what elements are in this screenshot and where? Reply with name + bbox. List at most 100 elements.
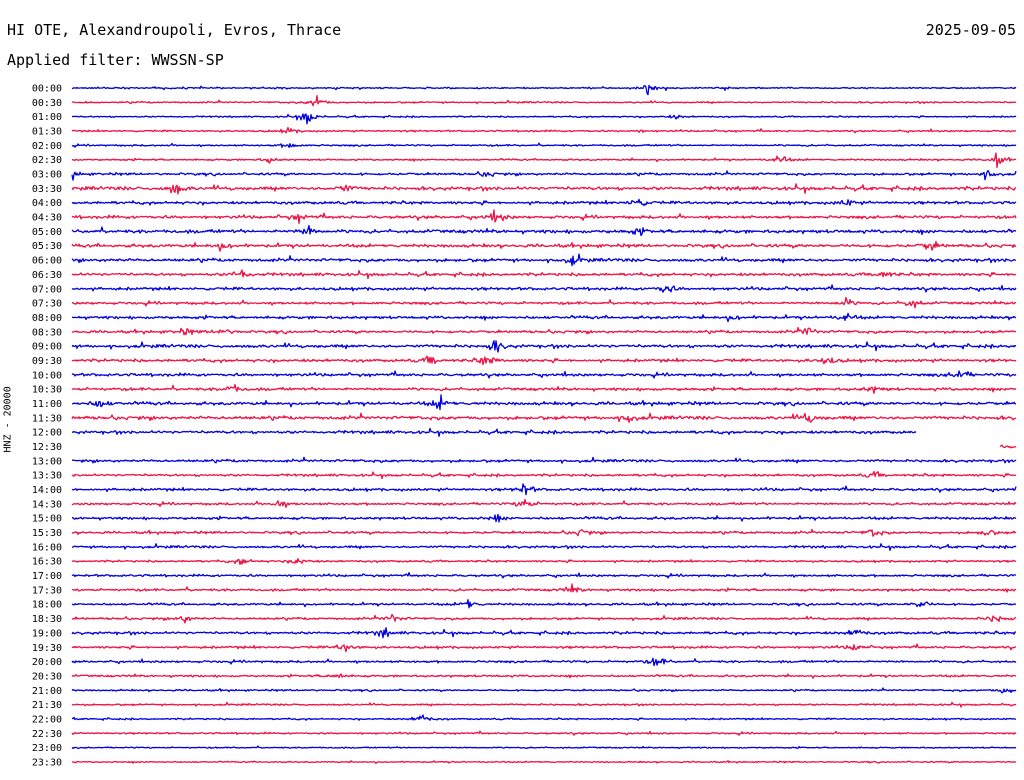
trace-line-1930 — [71, 643, 1017, 653]
time-label: 08:30 — [32, 327, 62, 338]
trace-line-2030 — [71, 673, 1017, 679]
trace-line-2000 — [71, 657, 1017, 667]
trace-line-1730 — [71, 583, 1017, 593]
trace-line-0000 — [71, 84, 1017, 96]
time-label: 04:00 — [32, 198, 62, 209]
time-label: 22:30 — [32, 729, 62, 740]
trace-line-1400 — [71, 483, 1017, 496]
time-label: 00:00 — [32, 84, 62, 95]
trace-line-0100 — [71, 113, 1017, 125]
time-label: 07:30 — [32, 299, 62, 310]
trace-line-0700 — [71, 284, 1017, 293]
seismic-traces — [71, 84, 1017, 765]
trace-line-1130 — [71, 412, 1017, 424]
trace-line-2330 — [71, 760, 1017, 765]
time-label: 05:00 — [32, 227, 62, 238]
time-label: 08:00 — [32, 313, 62, 324]
filter-label: Applied filter: WWSSN-SP — [7, 51, 224, 69]
time-label: 15:00 — [32, 514, 62, 525]
time-label: 16:00 — [32, 542, 62, 553]
time-label: 03:00 — [32, 170, 62, 181]
time-label: 21:30 — [32, 700, 62, 711]
time-label: 21:00 — [32, 686, 62, 697]
trace-line-1700 — [71, 571, 1017, 579]
time-label: 07:00 — [32, 284, 62, 295]
time-label: 11:30 — [32, 413, 62, 424]
trace-line-1900 — [71, 627, 1017, 639]
trace-line-2100 — [71, 687, 1017, 694]
trace-line-0830 — [71, 326, 1016, 336]
trace-line-2130 — [71, 701, 1017, 708]
trace-line-0730 — [71, 296, 1017, 309]
time-tick-labels: 00:00 00:30 01:00 01:30 02:00 02:30 03:00 03:30… — [32, 84, 62, 769]
time-label: 23:00 — [32, 743, 62, 754]
time-label: 14:00 — [32, 485, 62, 496]
trace-line-0630 — [71, 269, 1017, 280]
trace-line-0800 — [72, 312, 1017, 323]
time-label: 19:30 — [32, 643, 62, 654]
time-label: 03:30 — [32, 184, 62, 195]
time-label: 16:30 — [32, 557, 62, 568]
time-label: 14:30 — [32, 499, 62, 510]
time-label: 13:00 — [32, 456, 62, 467]
time-label: 20:30 — [32, 671, 62, 682]
trace-line-1330 — [71, 470, 1017, 480]
time-label: 02:00 — [32, 141, 62, 152]
time-label: 10:00 — [32, 370, 62, 381]
time-label: 11:00 — [32, 399, 62, 410]
trace-line-0300 — [71, 169, 1017, 181]
trace-line-0930 — [71, 355, 1017, 366]
trace-line-1530 — [71, 528, 1017, 537]
date-label: 2025-09-05 — [925, 21, 1016, 39]
trace-line-1300 — [72, 456, 1017, 464]
time-label: 12:00 — [32, 428, 62, 439]
trace-line-0200 — [71, 142, 1017, 149]
time-label: 02:30 — [32, 155, 62, 166]
trace-line-0030 — [71, 94, 1017, 107]
trace-line-1200 — [71, 427, 917, 437]
time-label: 12:30 — [32, 442, 62, 453]
trace-line-1830 — [71, 613, 1017, 624]
trace-line-0600 — [71, 253, 1017, 267]
trace-line-1600 — [71, 543, 1017, 551]
time-label: 04:30 — [32, 213, 62, 224]
time-label: 19:00 — [32, 628, 62, 639]
trace-line-0500 — [71, 224, 1017, 237]
time-label: 01:30 — [32, 127, 62, 138]
time-label: 20:00 — [32, 657, 62, 668]
trace-line-1430 — [71, 498, 1017, 508]
trace-line-0900 — [71, 340, 1017, 353]
time-label: 09:00 — [32, 342, 62, 353]
trace-line-1800 — [71, 599, 1017, 609]
trace-line-0530 — [71, 240, 1017, 252]
time-label: 01:00 — [32, 112, 62, 123]
time-label: 17:00 — [32, 571, 62, 582]
time-label: 17:30 — [32, 585, 62, 596]
trace-line-0430 — [71, 209, 1017, 225]
trace-line-1000 — [71, 370, 1017, 379]
time-label: 09:30 — [32, 356, 62, 367]
time-label: 13:30 — [32, 471, 62, 482]
trace-line-2230 — [71, 730, 1017, 736]
time-label: 06:30 — [32, 270, 62, 281]
station-title: HI OTE, Alexandroupoli, Evros, Thrace — [7, 21, 342, 39]
trace-line-2300 — [71, 745, 1017, 750]
time-label: 18:30 — [32, 614, 62, 625]
trace-line-1500 — [72, 513, 1017, 523]
trace-line-0330 — [71, 183, 1017, 195]
trace-line-1100 — [71, 394, 1017, 411]
time-label: 15:30 — [32, 528, 62, 539]
time-label: 05:30 — [32, 241, 62, 252]
time-label: 06:00 — [32, 256, 62, 267]
time-label: 23:30 — [32, 757, 62, 768]
time-label: 10:30 — [32, 385, 62, 396]
time-label: 18:00 — [32, 600, 62, 611]
trace-line-0400 — [71, 198, 1017, 207]
trace-line-0230 — [71, 152, 1017, 169]
time-label: 22:00 — [32, 714, 62, 725]
time-label: 00:30 — [32, 98, 62, 109]
trace-line-1630 — [71, 558, 1016, 566]
trace-line-1230 — [999, 444, 1017, 449]
trace-line-0130 — [71, 126, 1017, 134]
